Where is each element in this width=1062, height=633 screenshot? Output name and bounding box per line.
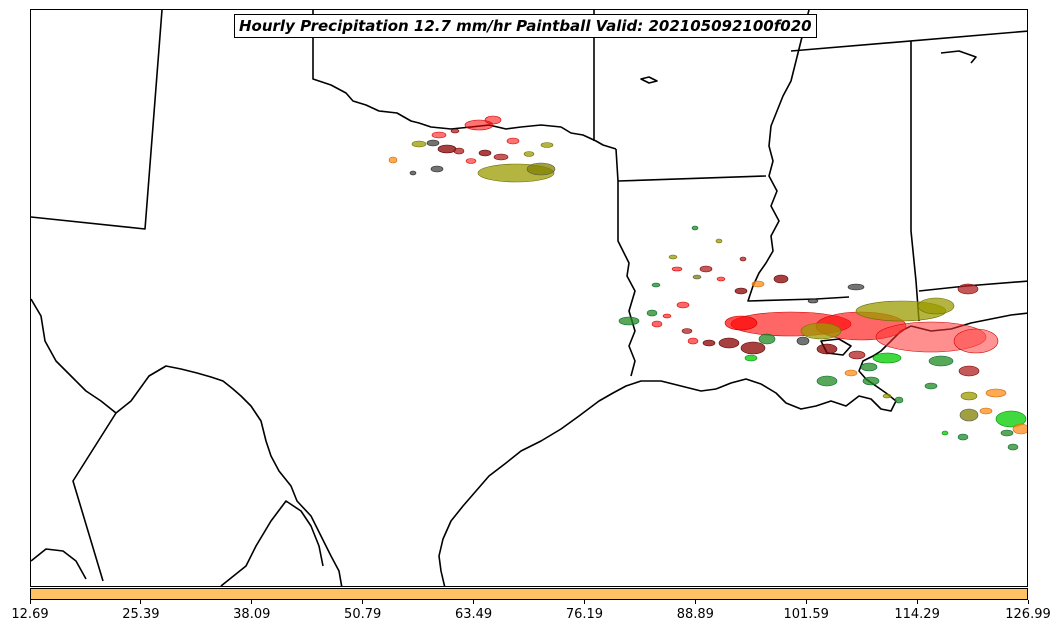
colorbar-tick-mark [694,600,696,604]
border-tn [790,30,1027,52]
colorbar-tick-label: 50.79 [344,607,382,622]
colorbar-tick-label: 76.19 [565,607,604,622]
colorbar-tick-label: 88.89 [676,607,714,622]
colorbar-tick-label: 101.59 [783,607,829,622]
lake-small-tn [940,50,977,64]
colorbar-tick-label: 126.99 [1005,607,1051,622]
coast-louisiana [715,325,912,412]
colorbar-tick-mark [583,600,585,604]
coast-texas [438,380,717,586]
colorbar-tick-mark [140,600,142,604]
border-mx-2 [31,548,87,580]
colorbar-tick-mark [473,600,475,604]
map-canvas [31,10,1027,586]
border-sabine [615,148,636,377]
border-mississippi [747,10,850,302]
colorbar-tick-mark [251,600,253,604]
colorbar-tick-label: 38.09 [233,607,271,622]
colorbar-tick-label: 63.49 [454,607,493,622]
colorbar-tick-label: 12.69 [11,607,49,622]
colorbar-tick-mark [362,600,364,604]
border-red-river [312,10,617,150]
colorbar-tick-mark [29,600,31,604]
border-mx-1 [72,412,117,582]
paintball-oklahoma [388,115,556,183]
paintball-gulf-coast [618,225,1027,451]
border-ar-la [617,175,767,182]
lake-small-ar [640,76,658,84]
border-rio-grande [31,298,343,586]
colorbar-tick-label: 114.29 [894,607,940,622]
border-ms-al [910,41,920,322]
map-panel [30,9,1028,587]
colorbar-tick-mark [1027,600,1029,604]
colorbar [30,588,1028,600]
colorbar-tick-mark [805,600,807,604]
colorbar-tick-mark [916,600,918,604]
colorbar-tick-label: 25.39 [122,607,160,622]
state-boundaries [31,10,1027,586]
map-title: Hourly Precipitation 12.7 mm/hr Paintbal… [234,14,817,38]
border-mx-3 [220,500,324,586]
border-panhandle [31,10,163,230]
